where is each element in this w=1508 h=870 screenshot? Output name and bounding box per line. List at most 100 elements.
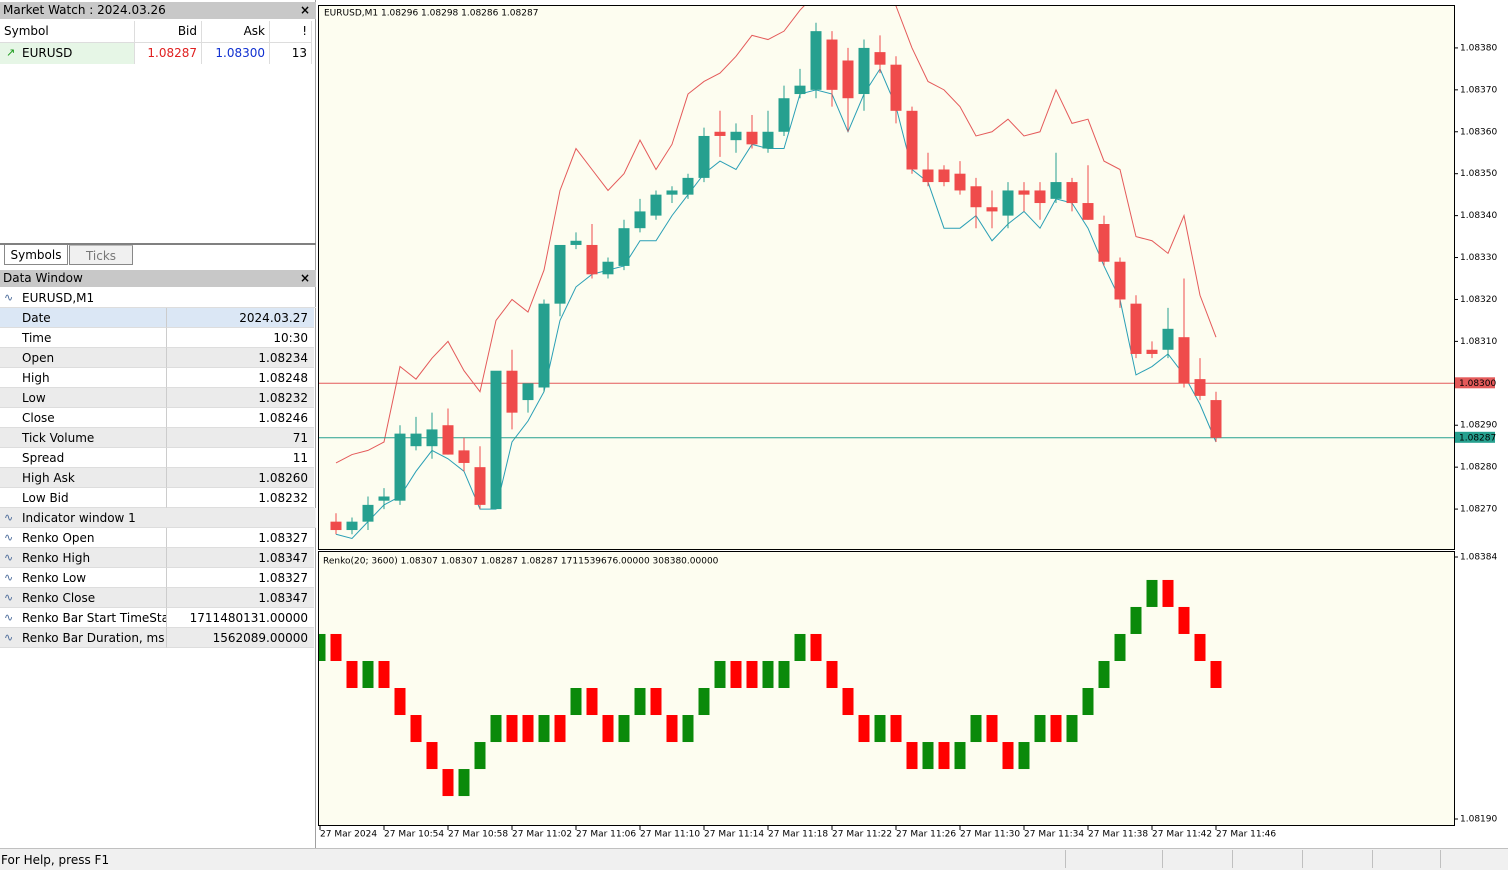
x-tick-label: 27 Mar 2024 bbox=[320, 830, 377, 840]
renko-brick bbox=[362, 660, 374, 688]
close-button[interactable]: × bbox=[300, 3, 311, 17]
renko-brick bbox=[682, 715, 694, 743]
row-icon: ∿ bbox=[4, 551, 14, 564]
y-tick-label: 1.08340 bbox=[1460, 211, 1497, 221]
row-icon: ∿ bbox=[4, 571, 14, 584]
data-label: Renko Bar Duration, ms bbox=[0, 628, 167, 648]
data-label: Renko Close bbox=[0, 588, 167, 608]
data-value: 1711480131.00000 bbox=[167, 608, 314, 628]
data-value: 1.08327 bbox=[167, 528, 314, 548]
renko-brick bbox=[474, 742, 486, 770]
candle-body bbox=[1034, 190, 1046, 204]
data-value: 10:30 bbox=[167, 328, 314, 348]
x-tick-label: 27 Mar 11:06 bbox=[576, 830, 636, 840]
candle-body bbox=[826, 39, 838, 90]
indicator-row: Indicator window 1 bbox=[0, 508, 316, 528]
candle-body bbox=[506, 370, 518, 413]
renko-brick bbox=[378, 660, 390, 688]
renko-brick bbox=[762, 660, 774, 688]
data-label: Renko Open bbox=[0, 528, 167, 548]
status-divider bbox=[1232, 850, 1233, 868]
x-tick-label: 27 Mar 11:42 bbox=[1152, 830, 1212, 840]
main-plot bbox=[319, 6, 1454, 539]
renko-brick bbox=[1130, 606, 1142, 634]
status-divider bbox=[1372, 850, 1373, 868]
row-icon: ∿ bbox=[4, 291, 14, 304]
data-value: 1.08232 bbox=[167, 488, 314, 508]
column-header: Ask bbox=[202, 21, 270, 43]
data-window-title: Data Window bbox=[0, 270, 316, 287]
renko-brick bbox=[618, 715, 630, 743]
x-tick-label: 27 Mar 11:34 bbox=[1024, 830, 1084, 840]
data-label: High bbox=[0, 368, 167, 388]
candle-body bbox=[906, 110, 918, 170]
candle-body bbox=[474, 467, 486, 505]
close-button[interactable]: × bbox=[300, 271, 311, 285]
renko-brick bbox=[1050, 715, 1062, 743]
renko-brick bbox=[1098, 660, 1110, 688]
renko-brick bbox=[890, 715, 902, 743]
data-value: 1.08347 bbox=[167, 588, 314, 608]
candle-body bbox=[458, 450, 470, 463]
candle-body bbox=[714, 131, 726, 136]
renko-brick bbox=[1066, 715, 1078, 743]
x-tick-label: 27 Mar 11:02 bbox=[512, 830, 572, 840]
renko-brick bbox=[442, 769, 454, 797]
candle-body bbox=[922, 169, 934, 183]
renko-brick bbox=[634, 688, 646, 716]
renko-brick bbox=[410, 715, 422, 743]
renko-brick bbox=[986, 715, 998, 743]
renko-brick bbox=[1082, 688, 1094, 716]
tab[interactable]: Symbols bbox=[4, 245, 68, 265]
renko-brick bbox=[1114, 633, 1126, 661]
candle-body bbox=[442, 425, 454, 455]
y-tick-label: 1.08310 bbox=[1460, 337, 1497, 347]
candle-body bbox=[490, 370, 502, 510]
candle-body bbox=[1082, 203, 1094, 220]
x-tick-label: 27 Mar 11:38 bbox=[1088, 830, 1148, 840]
candle-body bbox=[538, 303, 550, 388]
renko-brick bbox=[522, 715, 534, 743]
candle-body bbox=[938, 169, 950, 183]
candle-body bbox=[1098, 224, 1110, 262]
candle-body bbox=[1066, 182, 1078, 204]
status-bar: For Help, press F1 bbox=[0, 848, 1508, 870]
renko-brick bbox=[1146, 579, 1158, 607]
band-line bbox=[335, 6, 1217, 464]
renko-brick bbox=[794, 633, 806, 661]
renko-plot bbox=[319, 579, 1222, 797]
candle-body bbox=[842, 60, 854, 99]
candle-body bbox=[778, 98, 790, 132]
renko-brick bbox=[490, 715, 502, 743]
x-tick-label: 27 Mar 11:30 bbox=[960, 830, 1020, 840]
column-header: Symbol bbox=[0, 21, 135, 43]
candle-body bbox=[1210, 400, 1222, 438]
data-label: Low bbox=[0, 388, 167, 408]
renko-brick bbox=[938, 742, 950, 770]
tab-line bbox=[0, 243, 316, 245]
data-label: Date bbox=[0, 308, 167, 328]
candle-body bbox=[1162, 328, 1174, 350]
data-label: Time bbox=[0, 328, 167, 348]
renko-brick bbox=[570, 688, 582, 716]
data-value: 1.08234 bbox=[167, 348, 314, 368]
chart-area: EURUSD,M1 1.08296 1.08298 1.08286 1.0828… bbox=[316, 0, 1508, 848]
data-value: 1.08327 bbox=[167, 568, 314, 588]
candle-body bbox=[986, 207, 998, 212]
market-watch-title: Market Watch : 2024.03.26 bbox=[0, 2, 316, 19]
renko-brick bbox=[874, 715, 886, 743]
renko-brick bbox=[954, 742, 966, 770]
status-divider bbox=[1162, 850, 1163, 868]
tab[interactable]: Ticks bbox=[69, 245, 133, 265]
candle-body bbox=[1114, 261, 1126, 300]
renko-brick bbox=[698, 688, 710, 716]
row-icon: ∿ bbox=[4, 511, 14, 524]
renko-brick bbox=[1018, 742, 1030, 770]
renko-brick bbox=[1002, 742, 1014, 770]
candle-body bbox=[874, 52, 886, 65]
candle-body bbox=[410, 433, 422, 447]
candle-body bbox=[1018, 190, 1030, 195]
renko-brick bbox=[714, 660, 726, 688]
price-tag-label: 1.08287 bbox=[1459, 433, 1496, 443]
